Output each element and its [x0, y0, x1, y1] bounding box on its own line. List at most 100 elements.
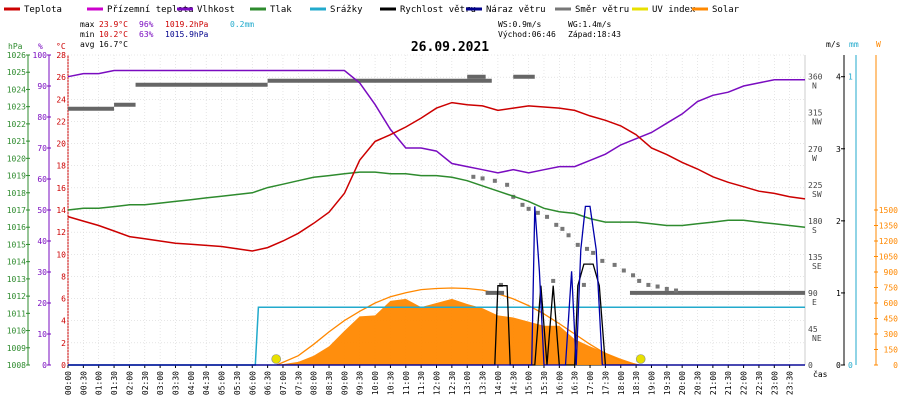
hpa-tick-label: 1009: [7, 344, 26, 353]
dir-tick-dirname: SE: [812, 262, 822, 271]
series-humidity: [67, 69, 805, 174]
dir-tick-label: 225: [808, 181, 823, 190]
x-tick-label: 08:00: [310, 371, 319, 395]
x-tick-label: 01:30: [110, 371, 119, 395]
legend-label: Náraz větru: [486, 5, 546, 15]
x-tick-label: 10:30: [386, 371, 395, 395]
w-tick-label: 1350: [879, 222, 898, 231]
legend-label: Teplota: [24, 5, 62, 15]
temp-tick-label: 18: [56, 162, 66, 171]
x-tick-label: 20:30: [694, 371, 703, 395]
x-tick-label: 19:30: [663, 371, 672, 395]
stat-sunrise: Východ:06:46: [498, 30, 556, 39]
temp-tick-label: 12: [56, 228, 66, 237]
series-wind-speed: [68, 263, 805, 366]
chart-title: 26.09.2021: [411, 40, 489, 55]
series-wind-dir-point: [664, 286, 669, 291]
pct-tick-label: 20: [37, 299, 47, 308]
series-wind-dir-point: [637, 278, 642, 283]
axis-unit-pct: %: [38, 42, 43, 51]
series-temperature: [67, 101, 806, 252]
hpa-tick-label: 1011: [7, 309, 26, 318]
x-tick-label: 21:00: [709, 371, 718, 395]
series-wind-dir-point: [480, 176, 485, 181]
x-tick-label: 01:00: [95, 371, 104, 395]
series-wind-dir-point: [471, 174, 476, 179]
temp-tick-label: 10: [56, 250, 66, 259]
w-tick-label: 150: [884, 346, 899, 355]
series-wind-dir-point: [631, 273, 636, 278]
dir-tick-dirname: NW: [812, 118, 822, 127]
hpa-tick-label: 1015: [7, 240, 26, 249]
series-wind-dir-point: [545, 214, 550, 219]
legend-label: Rychlost větru: [400, 5, 476, 15]
x-tick-label: 09:30: [356, 371, 365, 395]
x-tick-label: 17:30: [601, 371, 610, 395]
x-tick-label: 06:00: [248, 371, 257, 395]
x-tick-label: 06:30: [264, 371, 273, 395]
dir-tick-label: 45: [808, 325, 818, 334]
x-tick-label: 04:00: [187, 371, 196, 395]
stat-value: 63%: [139, 30, 154, 39]
x-tick-label: 00:00: [64, 371, 73, 395]
pct-tick-label: 40: [37, 237, 47, 246]
stat-value: avg: [80, 40, 95, 49]
x-tick-label: 22:30: [755, 371, 764, 395]
x-tick-label: 23:30: [786, 371, 795, 395]
x-tick-label: 14:30: [509, 371, 518, 395]
series-wind-dir-point: [600, 258, 605, 263]
legend-label: UV index: [652, 5, 696, 15]
x-tick-label: 22:00: [740, 371, 749, 395]
x-tick-label: 16:30: [571, 371, 580, 395]
x-tick-label: 18:30: [632, 371, 641, 395]
temp-tick-label: 2: [61, 339, 66, 348]
legend-label: Solar: [712, 5, 740, 15]
hpa-tick-label: 1022: [7, 120, 26, 129]
x-tick-label: 10:00: [371, 371, 380, 395]
hpa-tick-label: 1017: [7, 206, 26, 215]
x-tick-label: 08:30: [325, 371, 334, 395]
temp-tick-label: 24: [56, 95, 66, 104]
x-tick-label: 18:00: [617, 371, 626, 395]
series-wind-dir-point: [554, 222, 559, 227]
hpa-tick-label: 1023: [7, 103, 26, 112]
x-tick-label: 23:00: [770, 371, 779, 395]
x-tick-label: 15:30: [540, 371, 549, 395]
series-wind-dir-point: [655, 284, 660, 289]
temp-tick-label: 26: [56, 73, 66, 82]
temp-tick-label: 14: [56, 206, 66, 215]
series-wind-dir-point: [584, 246, 589, 251]
x-tick-label: 02:00: [125, 371, 134, 395]
axis-unit-mm: mm: [849, 40, 859, 49]
w-tick-label: 1200: [879, 237, 898, 246]
hpa-tick-label: 1026: [7, 51, 26, 60]
series-wind-dir-point: [492, 178, 497, 183]
x-tick-label: 07:30: [294, 371, 303, 395]
series-wind-dir-point: [612, 262, 617, 267]
series-wind-dir-point: [535, 210, 540, 215]
w-tick-label: 1500: [879, 206, 898, 215]
x-tick-label: 20:00: [678, 371, 687, 395]
hpa-tick-label: 1018: [7, 189, 26, 198]
x-tick-label: 16:00: [555, 371, 564, 395]
w-tick-label: 0: [893, 361, 898, 370]
dir-tick-label: 270: [808, 145, 823, 154]
stat-value: 23.9°C: [99, 20, 128, 29]
hpa-tick-label: 1016: [7, 223, 26, 232]
x-tick-label: 09:00: [340, 371, 349, 395]
dir-tick-dirname: E: [812, 298, 817, 307]
pct-tick-label: 90: [37, 82, 47, 91]
axis-unit-hpa: hPa: [8, 42, 23, 51]
temp-tick-label: 16: [56, 184, 66, 193]
axis-unit-ms: m/s: [826, 40, 841, 49]
axis-unit-w: W: [876, 40, 881, 49]
series-wind-dir-point: [621, 268, 626, 273]
x-tick-label: 03:30: [171, 371, 180, 395]
pct-tick-label: 70: [37, 144, 47, 153]
series-wind-dir-point: [498, 282, 503, 287]
x-tick-label: 05:00: [218, 371, 227, 395]
series-wind-dir-point: [581, 282, 586, 287]
series-pressure: [67, 171, 806, 228]
dir-tick-label: 180: [808, 217, 823, 226]
